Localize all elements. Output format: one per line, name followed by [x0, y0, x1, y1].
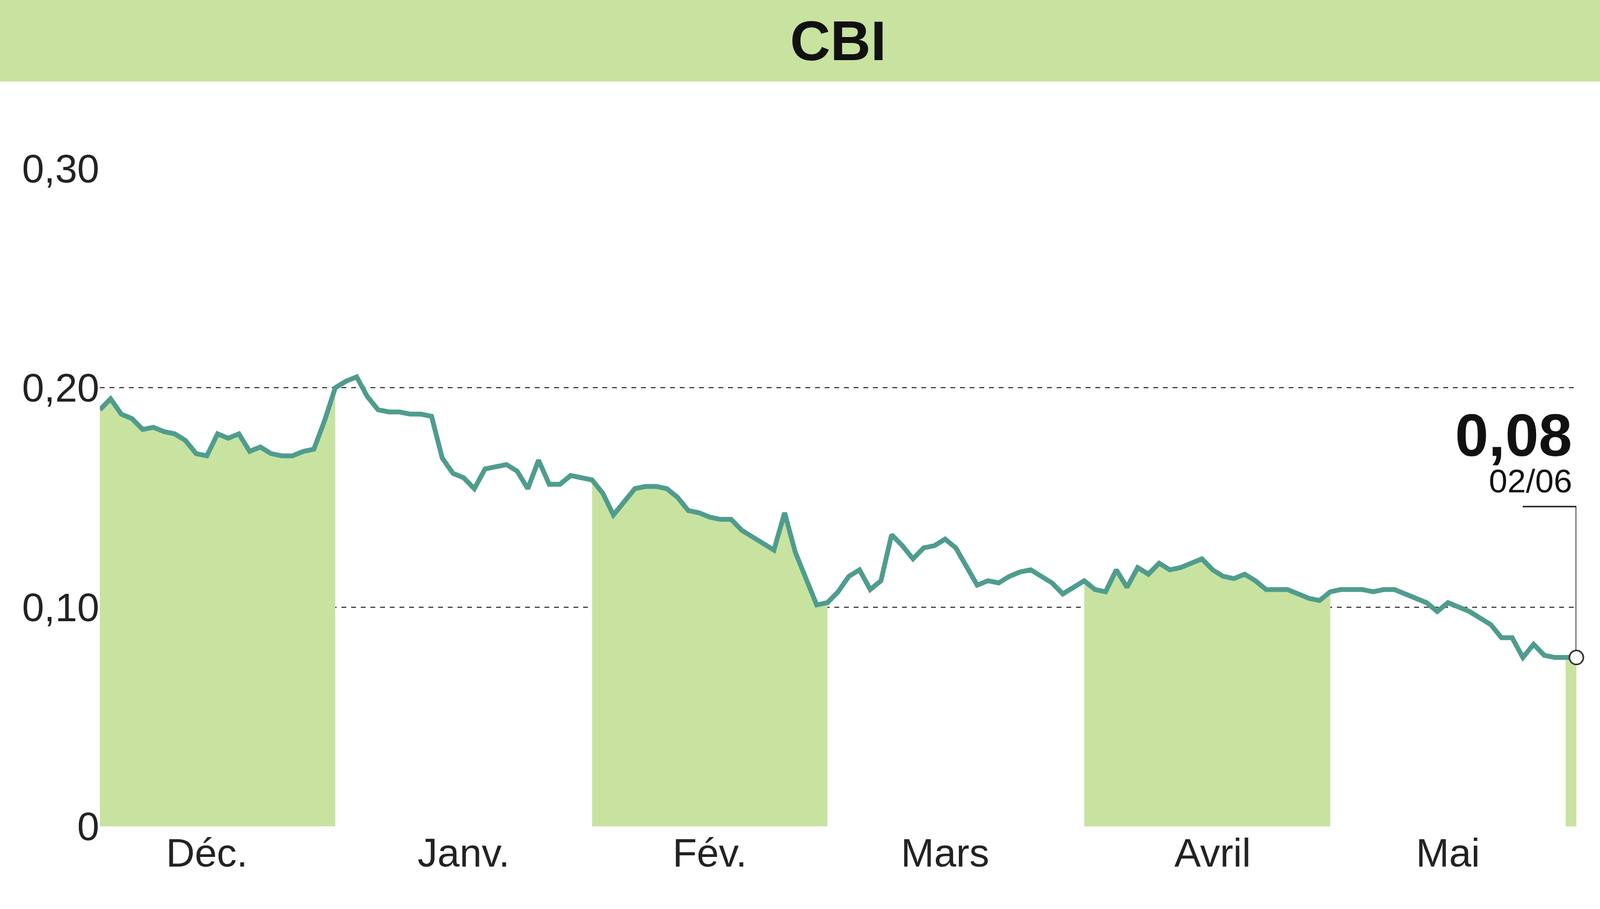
- svg-text:0,30: 0,30: [22, 146, 100, 192]
- svg-text:0,08: 0,08: [1455, 401, 1573, 469]
- svg-text:Avril: Avril: [1174, 830, 1252, 876]
- svg-text:0,20: 0,20: [22, 365, 100, 411]
- svg-text:Mars: Mars: [900, 830, 989, 876]
- svg-text:Fév.: Fév.: [672, 830, 747, 876]
- svg-text:02/06: 02/06: [1488, 462, 1573, 500]
- svg-text:0,10: 0,10: [22, 585, 100, 630]
- svg-text:CBI: CBI: [789, 9, 886, 72]
- svg-text:Déc.: Déc.: [165, 830, 248, 876]
- svg-text:Mai: Mai: [1415, 830, 1480, 876]
- svg-text:0: 0: [77, 804, 100, 849]
- svg-text:Janv.: Janv.: [417, 830, 510, 876]
